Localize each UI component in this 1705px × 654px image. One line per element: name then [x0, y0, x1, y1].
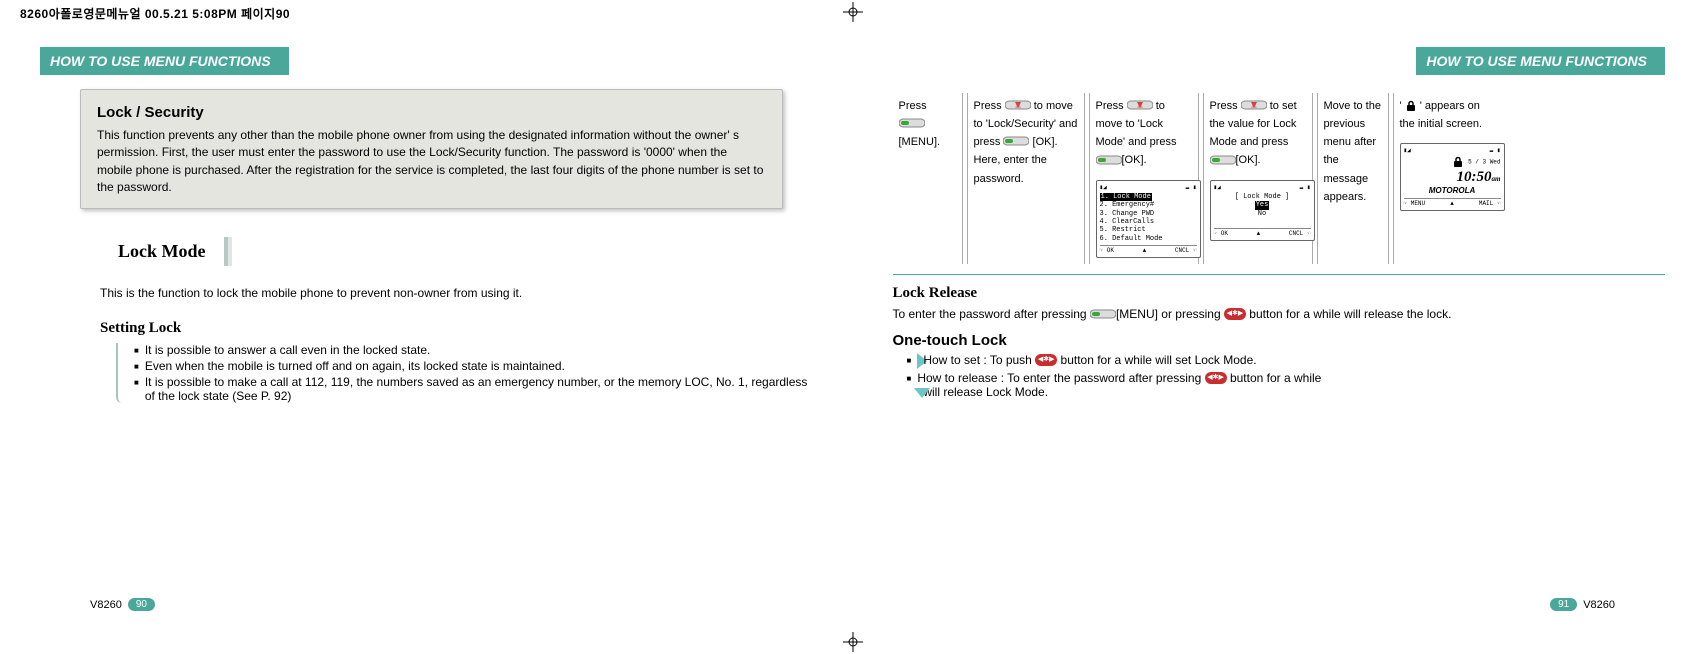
- lockmode-desc: This is the function to lock the mobile …: [100, 286, 813, 300]
- fold-mark-bottom: [0, 630, 1705, 654]
- section-tab-right: HOW TO USE MENU FUNCTIONS: [1416, 47, 1665, 75]
- one-touch-release: How to release : To enter the password a…: [907, 371, 1666, 401]
- phone-screen: ▮◢▬ ▮1. Lock Mode2. Emergency#3. Change …: [1096, 180, 1201, 259]
- step-cell: Press [MENU].: [893, 93, 963, 264]
- page-number-right: 91: [1550, 598, 1577, 611]
- phone-screen: ▮◢▬ ▮[ Lock Mode ]YesNo☞ OK▲CNCL ☜: [1210, 180, 1315, 242]
- fold-mark-top: [0, 0, 1705, 30]
- divider: [893, 274, 1666, 275]
- bullet-item: It is possible to answer a call even in …: [134, 343, 813, 357]
- lockbox-body: This function prevents any other than th…: [97, 127, 766, 197]
- page-left: HOW TO USE MENU FUNCTIONS Lock / Securit…: [0, 37, 853, 617]
- section-tab-left: HOW TO USE MENU FUNCTIONS: [40, 47, 289, 75]
- lock-release-title: Lock Release: [893, 285, 1666, 302]
- lockbox-title: Lock / Security: [97, 102, 766, 124]
- footer-left: V8260 90: [90, 598, 155, 611]
- step-cell: Press to move to 'Lock Mode' and press […: [1089, 93, 1199, 264]
- setting-lock-head: Setting Lock: [100, 320, 813, 337]
- one-touch-set: How to set : To push ◀✱▶ button for a wh…: [907, 353, 1666, 369]
- footer-right: 91 V8260: [1550, 598, 1615, 611]
- step-cell: Move to the previous menu after the mess…: [1317, 93, 1389, 264]
- steps-row: Press [MENU].Press to move to 'Lock/Secu…: [893, 93, 1666, 264]
- lock-security-box: Lock / Security This function prevents a…: [80, 89, 783, 209]
- page-right: HOW TO USE MENU FUNCTIONS Press [MENU].P…: [853, 37, 1705, 617]
- star-key-icon: ◀✱▶: [1035, 354, 1057, 366]
- step-cell: Press to move to 'Lock/Security' and pre…: [967, 93, 1085, 264]
- page-number-left: 90: [128, 598, 155, 611]
- bullet-item: Even when the mobile is turned off and o…: [134, 359, 813, 373]
- setting-lock-bullets: It is possible to answer a call even in …: [116, 343, 813, 403]
- marker-icon: [914, 388, 930, 398]
- step-cell: ' ' appears on the initial screen.▮◢▬ ▮ …: [1393, 93, 1493, 264]
- footer-model: V8260: [90, 599, 122, 611]
- section-title-lockmode: Lock Mode: [100, 237, 228, 266]
- lock-release-text: To enter the password after pressing [ME…: [893, 306, 1666, 323]
- step-cell: Press to set the value for Lock Mode and…: [1203, 93, 1313, 264]
- star-key-icon: ◀✱▶: [1224, 308, 1246, 320]
- phone-screen-clock: ▮◢▬ ▮ 5 / 3 Wed10:50amMOTOROLA☞ MENU▲MAI…: [1400, 143, 1505, 211]
- footer-model: V8260: [1583, 599, 1615, 611]
- star-key-icon: ◀✱▶: [1205, 372, 1227, 384]
- bullet-item: It is possible to make a call at 112, 11…: [134, 375, 813, 403]
- one-touch-title: One-touch Lock: [893, 332, 1666, 349]
